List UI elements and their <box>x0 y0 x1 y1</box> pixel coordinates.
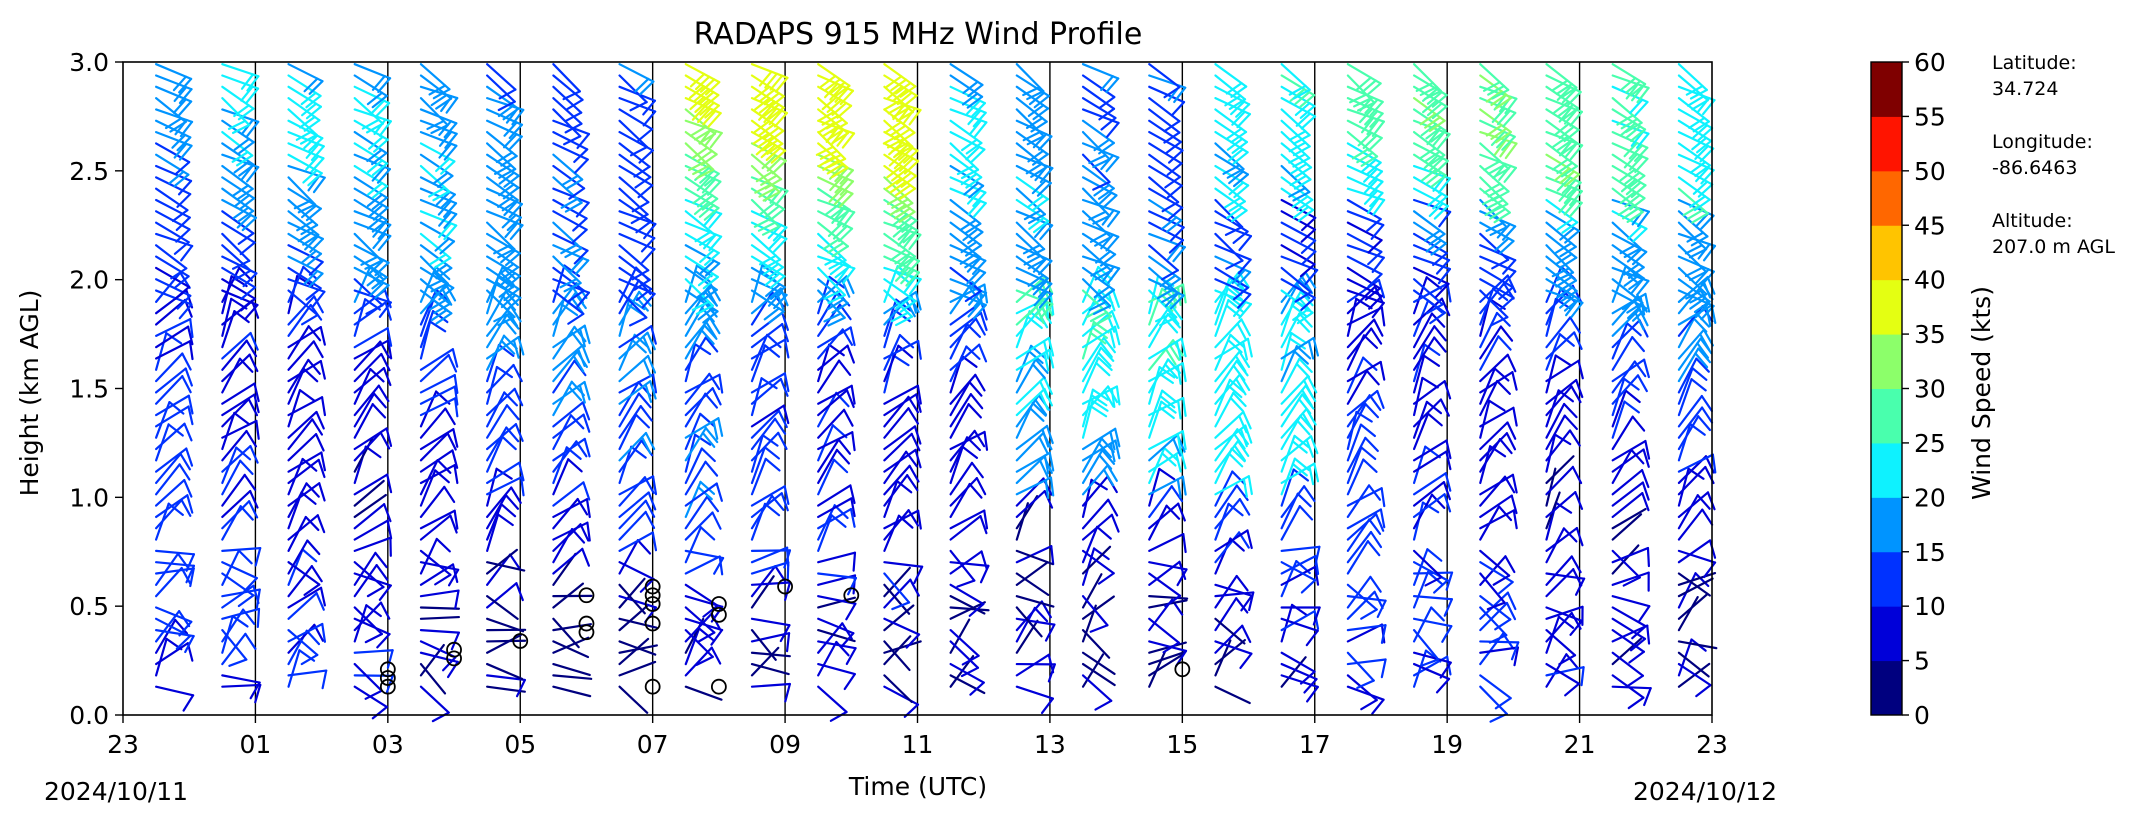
colorbar-segment <box>1871 116 1902 171</box>
y-tick-label: 0.5 <box>69 592 109 621</box>
colorbar-tick-label: 35 <box>1914 320 1946 349</box>
x-tick-label: 17 <box>1299 730 1331 759</box>
altitude-value: 207.0 m AGL <box>1992 236 2115 258</box>
colorbar-segment <box>1871 62 1902 117</box>
x-tick-label: 23 <box>1696 730 1728 759</box>
colorbar-segment <box>1871 497 1902 552</box>
colorbar-segment <box>1871 171 1902 226</box>
colorbar-tick-label: 55 <box>1914 102 1946 131</box>
y-axis-label: Height (km AGL) <box>15 290 44 497</box>
y-tick-label: 1.0 <box>69 483 109 512</box>
colorbar-tick-label: 5 <box>1914 647 1930 676</box>
colorbar-tick-label: 10 <box>1914 592 1946 621</box>
colorbar-tick-label: 50 <box>1914 157 1946 186</box>
colorbar-segment <box>1871 552 1902 607</box>
x-tick-label: 03 <box>372 730 404 759</box>
colorbar-tick-label: 45 <box>1914 211 1946 240</box>
end-date-label: 2024/10/12 <box>1633 777 1777 806</box>
colorbar-segment <box>1871 606 1902 661</box>
x-tick-label: 19 <box>1431 730 1463 759</box>
x-tick-label: 23 <box>107 730 139 759</box>
colorbar-tick-label: 60 <box>1914 48 1946 77</box>
wind-barb <box>421 607 459 608</box>
y-tick-label: 2.5 <box>69 157 109 186</box>
wind-barb <box>487 641 525 642</box>
x-tick-label: 11 <box>902 730 934 759</box>
longitude-value: -86.6463 <box>1992 157 2077 179</box>
colorbar-label: Wind Speed (kts) <box>1967 286 1996 500</box>
x-tick-label: 09 <box>769 730 801 759</box>
colorbar-segment <box>1871 334 1902 389</box>
y-tick-label: 3.0 <box>69 48 109 77</box>
x-tick-label: 21 <box>1564 730 1596 759</box>
latitude-label: Latitude: <box>1992 52 2077 74</box>
x-tick-label: 01 <box>240 730 272 759</box>
latitude-value: 34.724 <box>1992 78 2058 100</box>
y-tick-label: 0.0 <box>69 701 109 730</box>
longitude-label: Longitude: <box>1992 131 2093 153</box>
x-tick-label: 15 <box>1166 730 1198 759</box>
start-date-label: 2024/10/11 <box>44 777 188 806</box>
colorbar-tick-label: 0 <box>1914 701 1930 730</box>
colorbar-segment <box>1871 661 1902 716</box>
chart-title: RADAPS 915 MHz Wind Profile <box>694 17 1143 52</box>
colorbar-tick-label: 30 <box>1914 375 1946 404</box>
x-axis-label: Time (UTC) <box>848 772 987 801</box>
colorbar-tick-label: 15 <box>1914 538 1946 567</box>
y-tick-label: 2.0 <box>69 266 109 295</box>
colorbar-segment <box>1871 443 1902 498</box>
colorbar-tick-label: 40 <box>1914 266 1946 295</box>
altitude-label: Altitude: <box>1992 210 2073 232</box>
x-tick-label: 13 <box>1034 730 1066 759</box>
colorbar-segment <box>1871 389 1902 444</box>
colorbar-segment <box>1871 280 1902 335</box>
x-tick-label: 07 <box>637 730 669 759</box>
x-tick-label: 05 <box>504 730 536 759</box>
colorbar-tick-label: 20 <box>1914 483 1946 512</box>
colorbar-tick-label: 25 <box>1914 429 1946 458</box>
colorbar-segment <box>1871 225 1902 280</box>
y-tick-label: 1.5 <box>69 375 109 404</box>
